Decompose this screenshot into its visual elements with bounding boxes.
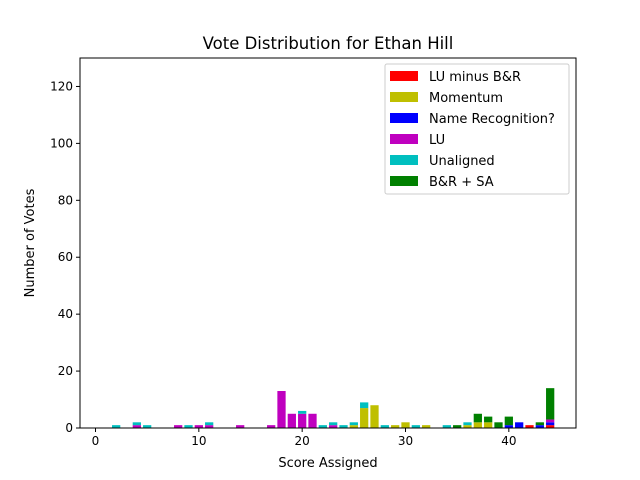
x-tick-label: 40 [501,434,516,448]
legend-label-lu: LU [429,133,445,148]
bar-lu-score-4 [132,425,141,428]
bar-unaligned-score-5 [143,425,152,428]
bar-lu-score-44 [546,419,555,423]
bar-unaligned-score-22 [318,425,327,428]
chart-title: Vote Distribution for Ethan Hill [203,34,454,53]
bar-lu-score-11 [205,425,214,428]
y-tick-label: 100 [50,136,73,150]
bar-lu_minus_br-score-42 [525,425,534,428]
bar-br_sa-score-40 [504,416,513,426]
bar-unaligned-score-2 [112,425,121,428]
legend-swatch-momentum [390,92,418,102]
bar-name_recognition-score-44 [546,422,555,426]
bar-momentum-score-26 [360,408,369,428]
bar-momentum-score-29 [391,425,400,428]
bar-br_sa-score-43 [535,422,544,426]
bar-name_recognition-score-41 [515,422,524,428]
bar-unaligned-score-20 [298,410,307,414]
bar-name_recognition-score-43 [535,425,544,428]
y-tick-label: 120 [50,79,73,93]
bar-unaligned-score-36 [463,422,472,426]
bar-lu-score-10 [194,425,203,428]
bar-unaligned-score-26 [360,402,369,409]
y-axis-label: Number of Votes [23,188,38,297]
y-tick-label: 40 [58,307,73,321]
legend-label-unaligned: Unaligned [429,154,495,169]
legend-swatch-lu [390,134,418,144]
bar-momentum-score-32 [422,425,431,428]
legend-label-momentum: Momentum [429,91,503,106]
y-tick-label: 80 [58,193,73,207]
legend-frame [384,63,570,195]
x-axis-label: Score Assigned [278,456,377,471]
y-tick-label: 60 [58,250,73,264]
bar-momentum-score-36 [463,425,472,428]
bar-lu-score-14 [236,425,245,428]
bar-momentum-score-25 [349,425,358,428]
bar-momentum-score-27 [370,405,379,428]
bar-stack-group [112,388,555,428]
x-tick-label: 10 [191,434,206,448]
bar-unaligned-score-4 [132,422,141,426]
bar-momentum-score-37 [473,422,482,428]
bar-lu-score-21 [308,413,317,428]
bar-lu-score-18 [277,391,286,428]
bar-unaligned-score-34 [442,425,451,428]
bar-lu-score-20 [298,413,307,428]
bar-lu-score-19 [287,413,296,428]
bar-unaligned-score-24 [339,425,348,428]
legend-label-br_sa: B&R + SA [429,175,494,190]
bar-unaligned-score-28 [380,425,389,428]
bar-name_recognition-score-40 [504,425,513,428]
legend-swatch-lu_minus_br [390,71,418,81]
legend-swatch-br_sa [390,176,418,186]
bar-br_sa-score-39 [494,422,503,428]
bar-lu-score-17 [267,425,276,428]
y-axis-ticks: 0 20 40 60 80 100 120 [50,79,80,435]
legend-label-lu_minus_br: LU minus B&R [429,70,521,85]
bar-unaligned-score-23 [329,422,338,426]
bar-lu_minus_br-score-44 [546,425,555,428]
x-tick-label: 0 [92,434,100,448]
bar-unaligned-score-25 [349,422,358,426]
bar-momentum-score-38 [484,422,493,428]
x-tick-label: 20 [295,434,310,448]
legend: LU minus B&R Momentum Name Recognition? LU U… [384,63,570,195]
bar-unaligned-score-11 [205,422,214,426]
x-tick-label: 30 [398,434,413,448]
y-tick-label: 20 [58,364,73,378]
legend-label-name_recognition: Name Recognition? [429,112,555,127]
bar-lu-score-8 [174,425,183,428]
bar-br_sa-score-37 [473,413,482,423]
bar-unaligned-score-9 [184,425,193,428]
y-tick-label: 0 [65,421,73,435]
plot-area-frame [79,57,577,429]
bar-br_sa-score-44 [546,388,555,420]
bar-unaligned-score-31 [411,425,420,428]
x-axis-ticks: 0 10 20 30 40 [92,428,516,448]
bar-br_sa-score-35 [453,425,462,428]
bar-br_sa-score-38 [484,416,493,423]
bar-momentum-score-30 [401,422,410,428]
bar-lu-score-23 [329,425,338,428]
legend-swatch-unaligned [390,155,418,165]
legend-swatch-name_recognition [390,113,418,123]
